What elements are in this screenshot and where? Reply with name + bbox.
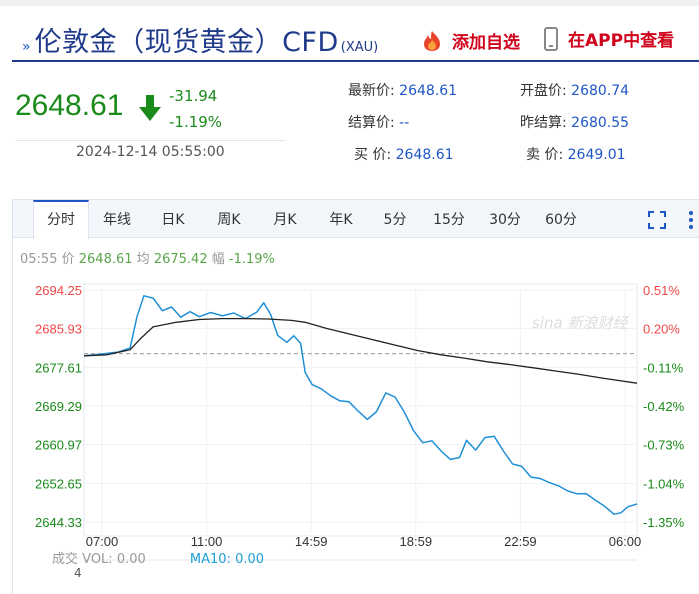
x-tick-label: 18:59	[400, 534, 433, 549]
y-tick-label: 2660.97	[35, 438, 82, 453]
y-tick-label: 2677.61	[35, 360, 82, 375]
info-avg-label: 均	[136, 252, 150, 267]
tab-intraday[interactable]: 分时	[33, 200, 89, 239]
stat-value: 2680.74	[571, 83, 630, 99]
tab-5min[interactable]: 5分	[383, 212, 407, 228]
y-tick-label: 2685.93	[35, 322, 82, 337]
stat-value: 2648.61	[395, 147, 454, 163]
stat-value: --	[399, 115, 410, 131]
fullscreen-icon[interactable]	[647, 210, 667, 230]
title-wrap: » 伦敦金（现货黄金）CFD (XAU)	[22, 20, 378, 59]
stat-label: 结算价:	[348, 115, 395, 131]
info-amp-label: 幅	[211, 252, 225, 267]
price-change-percent: -1.19%	[169, 113, 223, 131]
vol-label: VOL:	[82, 552, 113, 567]
price-line	[83, 295, 638, 515]
price-change: -31.94	[169, 87, 218, 105]
stat-latest: 最新价: 2648.61	[348, 80, 457, 100]
x-tick-label: 06:00	[609, 534, 642, 549]
header: » 伦敦金（现货黄金）CFD (XAU) 添加自选 在APP中查看	[12, 14, 699, 62]
tab-weekly-k[interactable]: 周K	[217, 212, 241, 228]
quote-datetime: 2024-12-14 05:55:00	[76, 144, 225, 160]
phone-icon	[544, 26, 558, 51]
top-bar	[0, 0, 699, 6]
stat-open: 开盘价: 2680.74	[520, 80, 629, 100]
more-options-icon[interactable]	[687, 210, 695, 230]
sina-watermark: sina 新浪财经	[532, 314, 629, 332]
double-chevron-icon: »	[22, 39, 31, 55]
stat-value: 2680.55	[571, 115, 630, 131]
chart-panel: 分时 年线 日K 周K 月K 年K 5分 15分 30分 60分	[12, 199, 699, 594]
stat-prev-settle: 昨结算: 2680.55	[520, 112, 629, 132]
tab-30min[interactable]: 30分	[489, 212, 521, 228]
tab-yearly-k[interactable]: 年K	[329, 212, 353, 228]
view-in-app-label: 在APP中查看	[568, 31, 675, 51]
x-tick-label: 22:59	[504, 534, 537, 549]
info-price-label: 价	[61, 252, 75, 267]
arrow-down-icon	[139, 95, 161, 121]
tab-year-line[interactable]: 年线	[103, 212, 131, 228]
fire-icon	[424, 30, 440, 51]
stat-label: 开盘价:	[520, 83, 567, 99]
stat-sell: 卖 价: 2649.01	[526, 144, 626, 164]
ma10-label: MA10:	[189, 552, 231, 567]
info-amp-value: -1.19%	[228, 252, 275, 267]
crosshair-info: 05:55 价 2648.61 均 2675.42 幅 -1.19%	[20, 248, 275, 267]
stat-value: 2649.01	[567, 147, 626, 163]
tab-daily-k[interactable]: 日K	[161, 212, 185, 228]
current-price: 2648.61	[15, 89, 124, 122]
stat-label: 昨结算:	[520, 115, 567, 131]
average-line	[83, 317, 638, 384]
x-tick-label: 07:00	[86, 534, 119, 549]
info-avg-value: 2675.42	[153, 252, 208, 267]
y-tick-label: 2669.29	[35, 399, 82, 414]
tab-monthly-k[interactable]: 月K	[273, 212, 297, 228]
stat-buy: 买 价: 2648.61	[354, 144, 454, 164]
info-price-value: 2648.61	[78, 252, 133, 267]
page-title: 伦敦金（现货黄金）CFD	[34, 27, 339, 58]
stat-label: 买 价:	[354, 147, 392, 163]
x-tick-label: 11:00	[191, 534, 223, 549]
y-tick-label: 2644.33	[35, 515, 82, 530]
y-pct-label: -0.42%	[643, 399, 685, 414]
ma10-value: 0.00	[235, 552, 265, 567]
tab-15min[interactable]: 15分	[433, 212, 465, 228]
info-time: 05:55	[20, 252, 58, 267]
plot-frame	[83, 283, 638, 537]
x-tick-label: 14:59	[295, 534, 328, 549]
y-tick-label: 2694.25	[35, 283, 82, 298]
add-watchlist-button[interactable]: 添加自选	[420, 28, 520, 53]
y-pct-label: 0.51%	[643, 283, 680, 298]
y-pct-label: -1.04%	[643, 476, 685, 491]
y-pct-label: -0.73%	[643, 438, 685, 453]
tab-60min[interactable]: 60分	[545, 212, 577, 228]
period-tabs: 分时 年线 日K 周K 月K 年K 5分 15分 30分 60分	[13, 200, 699, 239]
vol-value: 0.00	[116, 552, 146, 567]
stat-label: 卖 价:	[526, 147, 564, 163]
volume-info: 成交 VOL: 0.00 MA10: 0.00	[52, 548, 264, 567]
volume-label-suffix: 4	[74, 566, 82, 580]
page-title-code: (XAU)	[340, 40, 379, 55]
view-in-app-button[interactable]: 在APP中查看	[544, 26, 674, 51]
y-tick-label: 2652.65	[35, 476, 82, 491]
add-watchlist-label: 添加自选	[452, 33, 520, 53]
stat-value: 2648.61	[399, 83, 458, 99]
volume-label: 成交	[52, 552, 79, 567]
stat-settle: 结算价: --	[348, 112, 409, 132]
y-pct-label: -1.35%	[643, 515, 685, 530]
quote-summary: 2648.61 -31.94 -1.19%	[15, 85, 285, 141]
y-pct-label: -0.11%	[643, 360, 684, 375]
stat-label: 最新价:	[348, 83, 395, 99]
y-pct-label: 0.20%	[643, 322, 680, 337]
